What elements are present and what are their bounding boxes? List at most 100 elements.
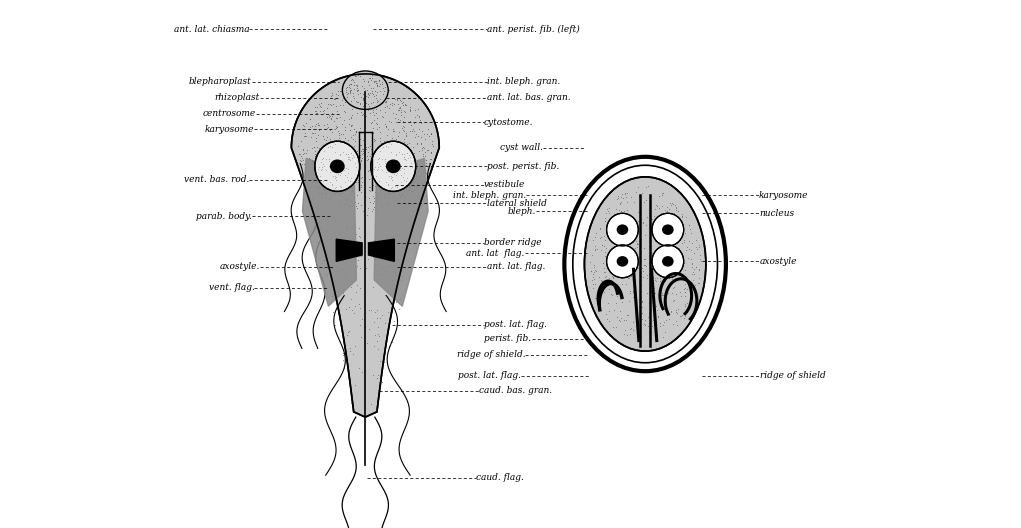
Point bbox=[394, 144, 410, 153]
Point bbox=[619, 311, 635, 319]
Point bbox=[626, 231, 642, 239]
Point bbox=[315, 155, 332, 163]
Point bbox=[335, 289, 351, 297]
Point bbox=[684, 288, 700, 297]
Point bbox=[349, 71, 366, 80]
Point bbox=[398, 139, 415, 148]
Point bbox=[391, 237, 407, 246]
Point bbox=[640, 313, 657, 321]
Point bbox=[343, 154, 359, 163]
Point bbox=[628, 188, 644, 196]
Point bbox=[295, 150, 311, 158]
Point bbox=[386, 294, 402, 303]
Point bbox=[386, 187, 402, 196]
Point bbox=[615, 190, 631, 198]
Point bbox=[340, 161, 356, 169]
Point bbox=[326, 141, 342, 149]
Point bbox=[367, 163, 383, 171]
Ellipse shape bbox=[662, 256, 674, 267]
Text: bleph.: bleph. bbox=[507, 206, 536, 216]
Point bbox=[419, 130, 435, 138]
Point bbox=[322, 135, 338, 144]
Point bbox=[340, 149, 356, 157]
Point bbox=[361, 175, 378, 184]
Point bbox=[337, 156, 353, 164]
Point bbox=[666, 225, 682, 234]
Point bbox=[645, 315, 662, 324]
Point bbox=[383, 175, 399, 184]
Point bbox=[396, 171, 412, 179]
Point bbox=[408, 130, 425, 138]
Point bbox=[372, 128, 388, 137]
Point bbox=[614, 298, 630, 306]
Text: vestibule: vestibule bbox=[484, 180, 526, 190]
Point bbox=[327, 168, 343, 176]
Point bbox=[385, 108, 401, 117]
Point bbox=[403, 163, 420, 171]
Point bbox=[633, 256, 649, 265]
Point bbox=[648, 202, 665, 211]
Point bbox=[687, 262, 703, 271]
Point bbox=[341, 120, 357, 129]
Point bbox=[304, 158, 321, 166]
Point bbox=[647, 335, 664, 343]
Point bbox=[370, 158, 386, 167]
Point bbox=[339, 173, 355, 181]
Point bbox=[338, 164, 354, 172]
Point bbox=[647, 276, 664, 285]
Point bbox=[339, 165, 355, 174]
Point bbox=[294, 159, 310, 168]
Point bbox=[372, 80, 388, 88]
Point bbox=[339, 225, 355, 233]
Point bbox=[309, 238, 326, 247]
Point bbox=[337, 149, 353, 158]
Point bbox=[383, 118, 399, 126]
Point bbox=[331, 203, 347, 211]
Point bbox=[343, 388, 359, 397]
Point bbox=[379, 102, 395, 111]
Point bbox=[314, 239, 331, 248]
Point bbox=[381, 117, 397, 125]
Point bbox=[685, 276, 701, 284]
Point bbox=[353, 187, 370, 196]
Point bbox=[343, 399, 359, 408]
Point bbox=[389, 95, 405, 103]
Point bbox=[384, 276, 400, 285]
Point bbox=[376, 155, 392, 163]
Point bbox=[367, 331, 383, 339]
Point bbox=[364, 160, 381, 168]
Point bbox=[630, 318, 646, 327]
Point bbox=[367, 165, 383, 173]
Point bbox=[600, 209, 617, 218]
Ellipse shape bbox=[662, 224, 674, 235]
Point bbox=[647, 323, 664, 332]
Point bbox=[372, 95, 388, 103]
Point bbox=[319, 104, 335, 112]
Point bbox=[376, 143, 392, 151]
Point bbox=[395, 112, 411, 121]
Point bbox=[333, 238, 349, 247]
Text: cytostome.: cytostome. bbox=[484, 118, 534, 127]
Point bbox=[423, 128, 439, 137]
Point bbox=[329, 114, 345, 122]
Point bbox=[643, 212, 660, 221]
Point bbox=[664, 223, 680, 232]
Point bbox=[377, 319, 393, 327]
Point bbox=[341, 83, 357, 91]
Point bbox=[391, 174, 407, 182]
Point bbox=[315, 159, 332, 167]
Point bbox=[308, 150, 325, 158]
Point bbox=[341, 155, 357, 163]
Point bbox=[646, 284, 663, 292]
Point bbox=[620, 331, 636, 339]
Point bbox=[393, 293, 409, 301]
Point bbox=[389, 182, 405, 191]
Point bbox=[661, 311, 677, 319]
Point bbox=[350, 98, 367, 106]
Point bbox=[401, 185, 418, 194]
Point bbox=[678, 246, 694, 254]
Point bbox=[360, 155, 377, 164]
Point bbox=[324, 143, 340, 152]
Point bbox=[295, 144, 311, 153]
Point bbox=[679, 298, 695, 307]
